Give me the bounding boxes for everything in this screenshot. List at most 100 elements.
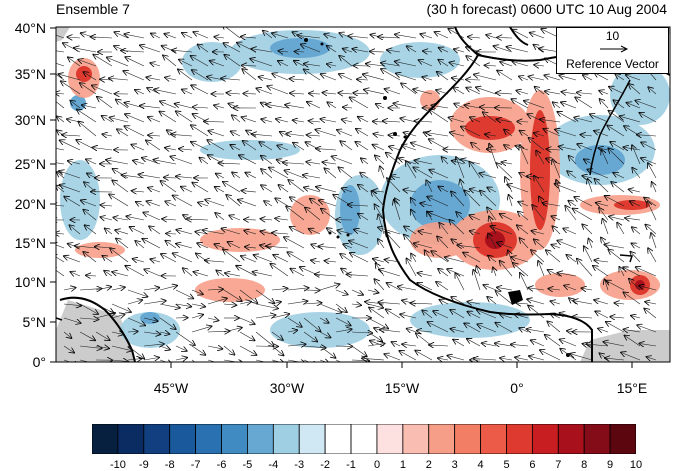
wind-vector <box>357 79 369 80</box>
wind-vector <box>267 86 289 95</box>
wind-vector <box>224 55 241 67</box>
wind-vector <box>160 112 177 123</box>
wind-vector <box>422 77 433 80</box>
wind-vector <box>601 150 609 165</box>
wind-vector <box>176 111 193 123</box>
wind-vector <box>111 303 131 312</box>
wind-vector <box>229 216 241 221</box>
wind-vector <box>544 129 561 137</box>
wind-vector <box>62 135 81 136</box>
wind-vector <box>415 351 433 361</box>
wind-vector <box>485 134 497 136</box>
wind-vector <box>448 29 465 39</box>
wind-vector <box>223 345 234 355</box>
wind-vector <box>151 34 161 39</box>
wind-vector <box>56 148 65 151</box>
wind-vector <box>121 51 145 52</box>
wind-vector <box>436 90 449 94</box>
wind-vector <box>615 303 625 304</box>
wind-vector <box>520 273 529 291</box>
colorbar-swatch <box>195 424 222 454</box>
wind-vector <box>509 195 512 207</box>
wind-vector <box>61 81 81 95</box>
wind-vector <box>163 55 177 67</box>
wind-vector <box>244 220 257 221</box>
wind-vector <box>261 185 273 193</box>
wind-vector <box>515 357 529 360</box>
wind-vector <box>148 117 161 123</box>
wind-vector <box>115 230 129 234</box>
wind-vector <box>647 202 657 221</box>
wind-vector <box>316 149 337 150</box>
wind-vector <box>86 159 97 165</box>
wind-vector <box>63 331 71 338</box>
wind-vector <box>271 331 283 340</box>
wind-vector <box>407 46 417 53</box>
wind-vector <box>187 219 209 220</box>
wind-vector <box>632 145 641 165</box>
wind-vector <box>103 256 113 263</box>
wind-vector <box>651 233 657 249</box>
wind-vector <box>418 273 433 276</box>
wind-vector <box>469 215 481 221</box>
wind-vector <box>337 130 353 137</box>
wind-vector <box>207 140 225 151</box>
wind-vector <box>287 330 297 332</box>
wind-vector <box>207 359 216 362</box>
wind-vector <box>466 88 481 95</box>
wind-vector <box>411 303 433 304</box>
wind-vector <box>111 360 128 362</box>
wind-vector <box>255 303 278 309</box>
wind-vector <box>231 131 241 137</box>
wind-vector <box>315 130 337 137</box>
wind-vector <box>276 119 289 122</box>
wind-vector <box>593 266 609 277</box>
wind-vector <box>207 318 218 321</box>
wind-vector <box>287 317 302 327</box>
wind-vector <box>252 134 273 136</box>
wind-vector <box>422 310 433 319</box>
wind-vector <box>242 66 257 67</box>
wind-vector <box>183 268 193 277</box>
wind-vector <box>68 161 81 164</box>
wind-vector <box>558 273 577 276</box>
wind-vector <box>491 226 513 235</box>
wind-vector <box>639 286 657 291</box>
wind-vector <box>139 174 161 179</box>
wind-vector <box>216 174 225 178</box>
wind-vector <box>595 311 609 319</box>
wind-vector <box>207 289 223 290</box>
wind-vector <box>111 287 125 290</box>
wind-vector <box>531 340 545 347</box>
wind-vector <box>384 354 401 361</box>
lon-label-45w: 45°W <box>154 380 189 396</box>
wind-vector <box>79 346 102 348</box>
wind-vector <box>627 103 641 109</box>
wind-vector <box>143 288 159 290</box>
wind-vector <box>70 101 81 109</box>
wind-vector <box>269 168 289 179</box>
wind-vector <box>450 310 465 319</box>
wind-vector <box>239 155 257 165</box>
colorbar-label: 2 <box>425 459 432 471</box>
wind-vector <box>56 255 65 263</box>
wind-vector <box>309 229 321 235</box>
wind-vector <box>286 206 305 221</box>
wind-vector <box>323 162 337 164</box>
wind-vector <box>629 189 641 192</box>
wind-vector <box>387 178 401 193</box>
wind-vector <box>241 37 257 38</box>
wind-vector <box>406 161 417 179</box>
wind-vector <box>594 131 609 137</box>
wind-vector <box>644 309 657 319</box>
wind-vector <box>165 78 177 81</box>
wind-vector <box>527 329 545 332</box>
colorbar-swatch <box>350 424 378 454</box>
wind-vector <box>175 104 193 109</box>
wind-vector <box>79 289 102 290</box>
wind-vector <box>400 314 417 319</box>
wind-vector <box>223 304 236 305</box>
wind-vector <box>551 301 561 304</box>
wind-vector <box>588 179 593 193</box>
colorbar-label: 1 <box>399 459 406 471</box>
